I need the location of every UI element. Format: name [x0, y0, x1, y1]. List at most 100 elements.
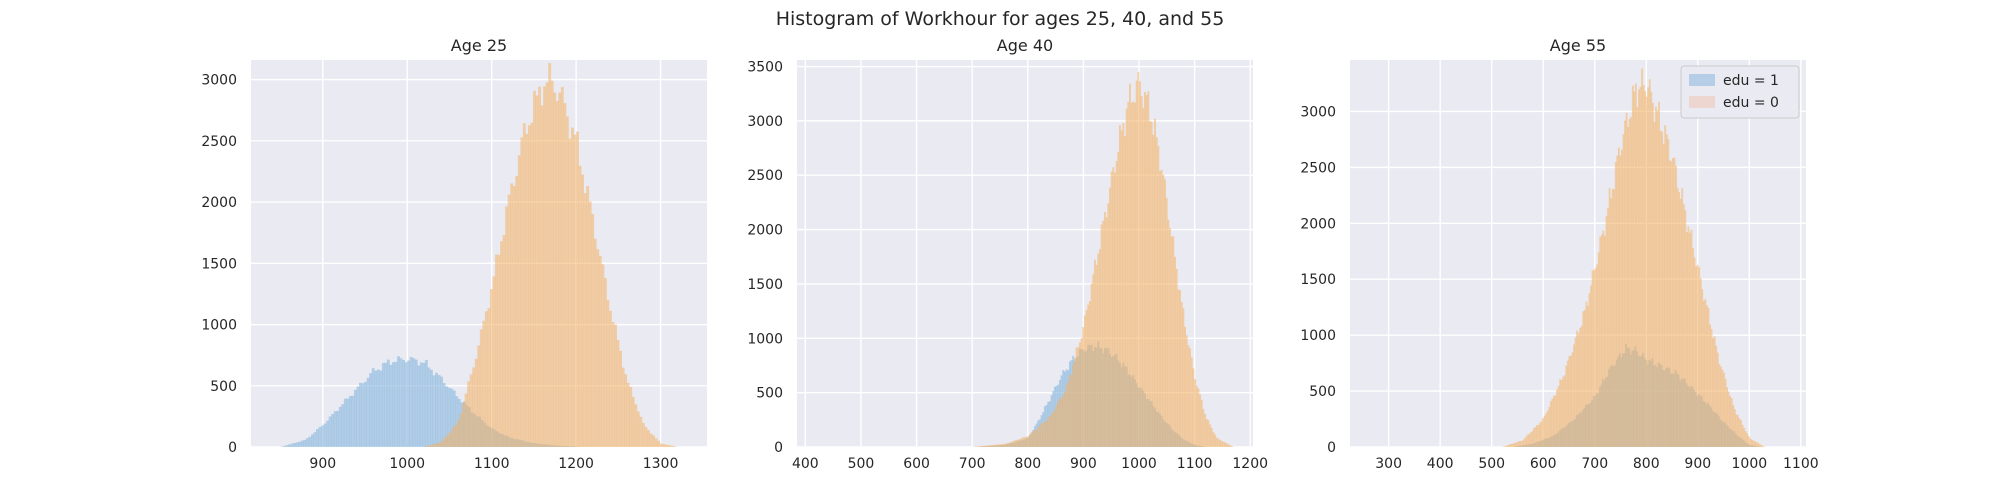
y-tick-label-age-55: 1000 [1300, 328, 1336, 344]
hist-bin [1087, 304, 1090, 447]
y-tick-label-age-55: 0 [1327, 440, 1336, 456]
hist-bin [1108, 187, 1111, 448]
hist-bin [399, 358, 403, 447]
hist-bin [1229, 445, 1232, 447]
hist-bin [1045, 420, 1048, 447]
hist-bin [384, 362, 388, 447]
y-tick-label-age-25: 1000 [201, 318, 237, 334]
hist-bin [664, 444, 668, 447]
hist-bin [507, 194, 511, 447]
hist-bin [1747, 436, 1750, 447]
hist-bin [995, 444, 998, 447]
hist-bin [1574, 337, 1577, 447]
hist-bin [1736, 415, 1739, 447]
hist-bin [1207, 420, 1210, 447]
hist-bin [1757, 442, 1759, 447]
hist-bin [1224, 442, 1227, 447]
hist-bin [313, 432, 317, 447]
hist-bin [609, 310, 612, 447]
legend-swatch-edu-0 [1689, 96, 1715, 108]
x-tick-label-age-40: 500 [848, 456, 875, 472]
hist-bin [449, 431, 453, 447]
hist-bin [348, 395, 352, 447]
hist-bin [1614, 161, 1617, 447]
hist-bin [578, 165, 582, 448]
y-tick-label-age-40: 500 [756, 386, 783, 402]
hist-bin [1672, 158, 1674, 448]
hist-bin [1551, 398, 1554, 447]
hist-bin [316, 429, 319, 447]
hist-bin [596, 249, 600, 447]
hist-bin [1135, 80, 1138, 447]
hist-bin [520, 137, 524, 447]
hist-bin [1199, 394, 1202, 447]
hist-bin [659, 443, 663, 447]
hist-bin [1667, 139, 1670, 447]
series-age-40 [972, 72, 1235, 448]
hist-bin [1118, 125, 1121, 447]
hist-bin [1210, 427, 1213, 447]
hist-bin [412, 358, 416, 447]
hist-bin [1003, 443, 1006, 447]
hist-bin [550, 80, 554, 447]
x-tick-label-age-55: 800 [1633, 456, 1660, 472]
hist-bin [1668, 160, 1671, 447]
hist-bin [497, 254, 501, 447]
y-tick-label-age-40: 3000 [747, 114, 783, 130]
hist-bin [1205, 418, 1208, 447]
hist-bin [1002, 443, 1005, 447]
hist-bin [522, 123, 526, 448]
hist-bin [1621, 149, 1623, 447]
hist-bin [283, 445, 286, 447]
hist-bin [477, 345, 481, 447]
hist-bin [1727, 391, 1730, 447]
hist-bin [1147, 91, 1150, 448]
hist-bin [1033, 430, 1036, 447]
hist-bin [1577, 333, 1580, 447]
hist-bin [505, 206, 509, 447]
hist-bin [369, 373, 373, 447]
hist-bin [1665, 134, 1668, 447]
series-age-55 [1502, 68, 1766, 448]
hist-bin [1179, 289, 1182, 447]
hist-bin [288, 444, 291, 447]
hist-bin [1624, 120, 1626, 447]
x-tick-label-age-25: 900 [309, 456, 336, 472]
hist-bin [1107, 203, 1110, 447]
hist-bin [985, 445, 988, 447]
hist-bin [1750, 439, 1753, 447]
hist-bin [1080, 338, 1083, 447]
hist-bin [1137, 72, 1140, 447]
hist-bin [654, 438, 658, 447]
hist-bin [1082, 327, 1085, 447]
hist-bin [1204, 414, 1207, 447]
hist-bin [568, 138, 572, 447]
hist-bin [1023, 437, 1026, 447]
hist-bin [298, 441, 302, 447]
hist-bin [1537, 425, 1540, 447]
hist-bin [1073, 358, 1076, 447]
hist-bin [1020, 438, 1023, 447]
hist-bin [389, 364, 393, 447]
hist-bin [1093, 259, 1096, 447]
hist-bin [629, 387, 633, 447]
hist-bin [1225, 443, 1228, 447]
hist-bin [440, 376, 443, 447]
hist-bin [1189, 348, 1192, 447]
series-edu0-age-25 [424, 63, 678, 448]
hist-bin [1200, 399, 1203, 447]
hist-bin [1540, 421, 1543, 447]
hist-bin [446, 434, 450, 447]
hist-bin [1195, 385, 1198, 447]
hist-bin [1090, 283, 1093, 447]
hist-bin [548, 63, 552, 448]
hist-bin [1217, 438, 1220, 447]
hist-bin [1105, 217, 1108, 447]
hist-bin [1746, 433, 1749, 447]
hist-bin [1052, 412, 1055, 447]
legend: edu = 1 edu = 0 [1680, 65, 1800, 119]
series-edu0-age-55 [1502, 68, 1766, 448]
y-tick-label-age-55: 500 [1309, 384, 1336, 400]
x-tick-label-age-40: 600 [903, 456, 930, 472]
